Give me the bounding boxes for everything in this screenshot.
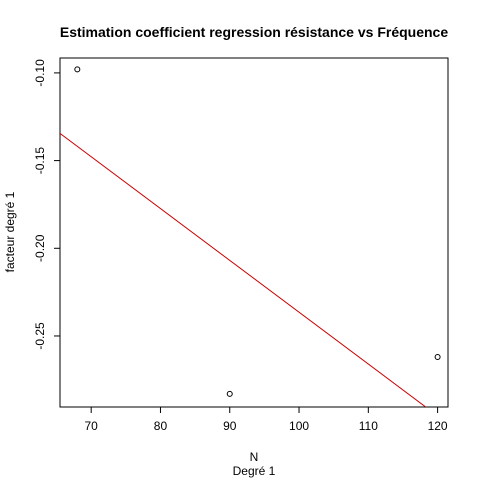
data-point: [434, 354, 441, 361]
x-axis: 70 80 90 100 110 120: [84, 406, 448, 433]
y-tick-label: -0.20: [33, 234, 47, 262]
x-tick-label: 110: [359, 419, 378, 433]
data-point: [226, 390, 233, 397]
x-tick-label: 70: [84, 419, 98, 433]
x-axis-label: N: [250, 450, 259, 464]
y-tick-label: -0.25: [33, 322, 47, 350]
x-tick-label: 100: [289, 419, 309, 433]
x-tick-label: 90: [223, 419, 237, 433]
y-axis-label: facteur degré 1: [3, 191, 17, 272]
y-tick-label: -0.10: [33, 59, 47, 87]
x-tick-label: 80: [154, 419, 168, 433]
x-tick-label: 120: [428, 419, 448, 433]
y-tick-label: -0.15: [33, 147, 47, 175]
chart-title: Estimation coefficient regression résist…: [60, 24, 448, 40]
fit-line: [60, 133, 427, 407]
points-group: [74, 66, 441, 397]
fit-line-group: [60, 133, 427, 407]
y-axis: -0.10 -0.15 -0.20 -0.25: [33, 59, 61, 350]
plot-frame: [59, 57, 449, 408]
x-axis-sublabel: Degré 1: [233, 464, 276, 478]
data-point: [74, 66, 81, 73]
